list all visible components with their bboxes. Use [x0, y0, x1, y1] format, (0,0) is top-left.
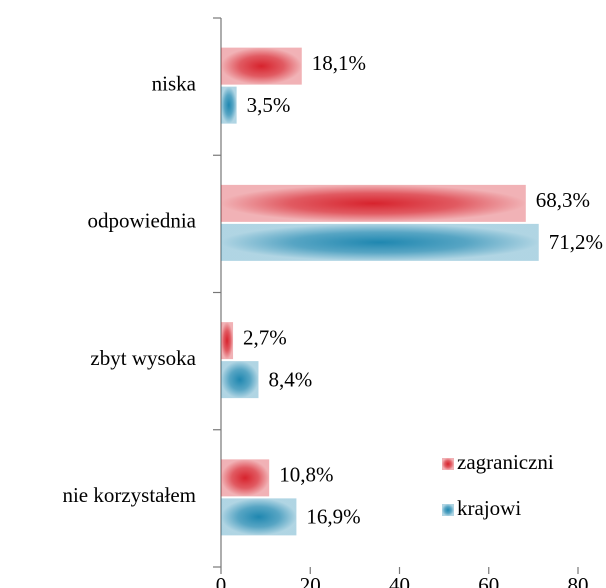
value-label: 2,7% — [243, 325, 287, 349]
value-label: 10,8% — [279, 463, 333, 487]
bar — [221, 47, 302, 85]
bar — [221, 184, 526, 222]
x-tick-label: 20 — [300, 573, 321, 588]
bar — [221, 322, 234, 360]
category-label: zbyt wysoka — [90, 346, 196, 370]
value-label: 18,1% — [312, 51, 366, 75]
value-label: 16,9% — [306, 505, 360, 529]
value-label: 3,5% — [247, 93, 291, 117]
bar — [221, 86, 237, 124]
bar — [221, 498, 297, 536]
category-label: nie korzystałem — [62, 483, 196, 507]
value-label: 71,2% — [549, 230, 603, 254]
legend-label: zagraniczni — [457, 450, 554, 474]
x-tick-label: 60 — [478, 573, 499, 588]
bar — [221, 459, 270, 497]
legend-label: krajowi — [457, 496, 521, 520]
value-label: 68,3% — [536, 188, 590, 212]
legend-swatch — [442, 504, 454, 516]
x-tick-label: 40 — [389, 573, 410, 588]
value-label: 8,4% — [268, 367, 312, 391]
bar — [221, 361, 259, 399]
category-label: odpowiednia — [88, 209, 197, 233]
bar — [221, 223, 539, 261]
x-tick-label: 80 — [568, 573, 589, 588]
legend-swatch — [442, 458, 454, 470]
x-tick-label: 0 — [216, 573, 227, 588]
category-label: niska — [152, 71, 197, 95]
